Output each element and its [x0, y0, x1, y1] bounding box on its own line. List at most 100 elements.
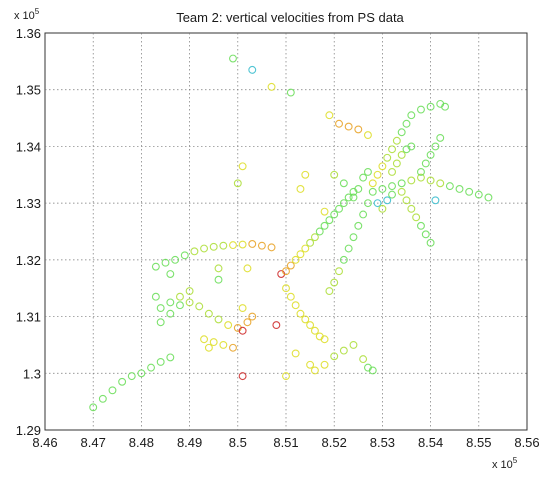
data-point	[320, 221, 329, 230]
y-tick-label: 1.35	[16, 83, 41, 98]
data-point	[392, 136, 401, 145]
data-point	[388, 145, 396, 154]
data-point	[301, 315, 310, 324]
data-point	[431, 142, 440, 151]
data-point	[378, 185, 387, 193]
data-point	[229, 241, 237, 250]
x-tick-label: 8.55	[466, 435, 491, 450]
chart-title: Team 2: vertical velocities from PS data	[176, 10, 404, 25]
data-point	[310, 366, 319, 375]
y-tick-label: 1.33	[16, 196, 41, 211]
data-point	[325, 111, 334, 120]
data-point	[306, 321, 315, 330]
data-point	[320, 207, 329, 216]
data-point	[407, 204, 416, 213]
y-tick-label: 1.31	[16, 310, 41, 325]
data-point	[291, 255, 300, 264]
data-point	[219, 241, 228, 250]
data-point	[176, 301, 184, 310]
data-point	[431, 196, 440, 205]
data-point	[344, 193, 353, 202]
data-point	[291, 301, 300, 310]
data-point	[417, 168, 425, 176]
data-point	[214, 264, 223, 273]
data-point	[330, 352, 339, 361]
data-point	[407, 111, 416, 120]
y-axis-ticks: 1.29 1.3 1.31 1.32 1.33 1.34 1.35 1.36	[16, 26, 41, 438]
x-tick-label: 8.56	[514, 435, 539, 450]
x-tick-label: 8.48	[129, 435, 154, 450]
data-point	[200, 335, 209, 344]
data-point	[306, 238, 315, 247]
data-point	[272, 321, 281, 330]
data-point	[248, 65, 257, 74]
data-point	[209, 242, 218, 251]
data-point	[359, 210, 368, 219]
data-point	[465, 187, 474, 196]
data-point	[339, 199, 348, 208]
data-point	[204, 309, 213, 318]
data-point	[156, 357, 165, 366]
data-point	[267, 82, 276, 91]
data-point	[238, 162, 247, 171]
data-point	[484, 193, 493, 202]
data-point	[291, 349, 300, 358]
data-point	[388, 190, 396, 199]
data-points	[89, 54, 493, 412]
data-point	[344, 244, 353, 253]
data-point	[108, 386, 117, 395]
data-point	[388, 168, 396, 176]
data-point	[151, 292, 160, 301]
data-point	[248, 312, 257, 321]
data-point	[310, 326, 319, 335]
data-point	[156, 318, 165, 327]
x-exponent: x 105	[492, 456, 518, 471]
data-point	[335, 204, 343, 213]
x-tick-label: 8.46	[32, 435, 57, 450]
data-point	[335, 119, 343, 128]
data-point	[349, 233, 358, 242]
data-point	[238, 372, 247, 381]
data-point	[363, 131, 372, 140]
data-point	[436, 179, 445, 188]
data-point	[363, 168, 372, 176]
data-point	[421, 159, 430, 168]
data-point	[127, 372, 136, 381]
data-point	[388, 182, 396, 191]
plot-area	[44, 32, 528, 431]
data-point	[402, 119, 411, 128]
data-point	[474, 190, 483, 199]
data-point	[156, 304, 165, 313]
data-point	[325, 287, 334, 295]
data-point	[195, 302, 204, 311]
data-point	[335, 267, 343, 276]
data-point	[282, 267, 290, 276]
data-point	[359, 355, 368, 364]
data-point	[286, 261, 295, 270]
data-point	[224, 321, 233, 330]
data-point	[417, 105, 425, 114]
x-tick-label: 8.51	[273, 435, 298, 450]
data-point	[238, 240, 247, 249]
data-point	[368, 179, 377, 188]
data-point	[171, 255, 180, 264]
data-point	[339, 346, 348, 355]
data-point	[373, 170, 382, 179]
x-tick-label: 8.53	[370, 435, 395, 450]
data-point	[325, 216, 334, 225]
data-point	[190, 247, 199, 256]
data-point	[166, 298, 175, 307]
data-point	[282, 284, 290, 293]
data-point	[378, 162, 387, 171]
data-point	[426, 238, 435, 247]
data-point	[118, 377, 127, 386]
data-point	[397, 187, 406, 196]
data-point	[441, 102, 450, 111]
data-point	[407, 142, 416, 151]
data-point	[166, 309, 175, 318]
data-point	[383, 196, 392, 205]
y-tick-label: 1.29	[16, 423, 41, 438]
data-point	[436, 133, 445, 142]
data-point	[296, 309, 305, 318]
